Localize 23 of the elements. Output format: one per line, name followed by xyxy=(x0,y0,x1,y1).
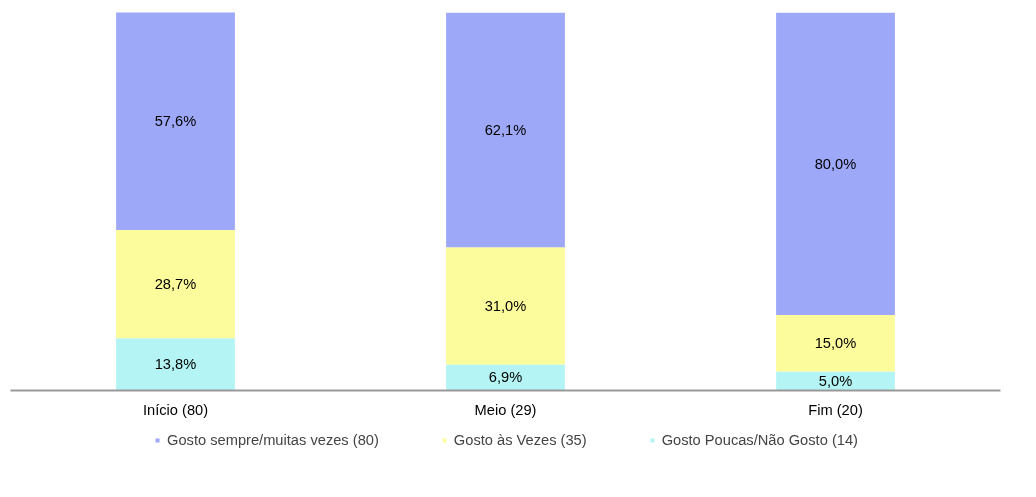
bar xyxy=(776,12,895,315)
x-tick-label: Fim (20) xyxy=(808,401,863,418)
legend-label: Gosto às Vezes (35) xyxy=(453,432,587,448)
data-label: 6,9% xyxy=(488,369,523,386)
bar xyxy=(446,247,565,365)
bar xyxy=(446,12,565,248)
bar xyxy=(446,364,565,391)
data-label: 31,0% xyxy=(484,297,527,314)
bar xyxy=(776,314,895,372)
data-label: 62,1% xyxy=(484,122,527,139)
data-label: 80,0% xyxy=(814,155,857,172)
bar xyxy=(116,12,235,230)
x-tick-label: Início (80) xyxy=(142,401,209,418)
data-label: 15,0% xyxy=(814,335,857,352)
bar xyxy=(116,338,235,391)
x-tick-label: Meio (29) xyxy=(474,401,537,418)
data-label: 13,8% xyxy=(154,356,197,373)
legend-label: Gosto Poucas/Não Gosto (14) xyxy=(661,432,858,448)
data-label: 57,6% xyxy=(154,113,197,130)
legend-label: Gosto sempre/muitas vezes (80) xyxy=(167,432,379,448)
data-label: 28,7% xyxy=(154,276,197,293)
bar xyxy=(116,229,235,339)
data-label: 5,0% xyxy=(818,373,853,390)
